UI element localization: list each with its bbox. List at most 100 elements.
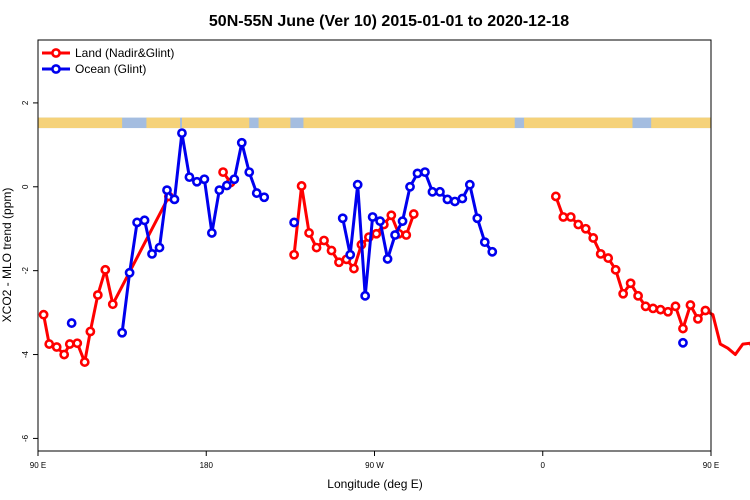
data-point — [236, 137, 247, 148]
data-point — [401, 230, 412, 240]
y-tick-label: -4 — [21, 350, 30, 358]
data-point — [375, 216, 386, 227]
data-point — [192, 176, 202, 187]
y-tick-label: 0 — [21, 184, 30, 189]
data-point — [670, 301, 681, 312]
data-point — [154, 242, 165, 253]
x-tick-label: 180 — [200, 461, 214, 470]
land-band — [651, 117, 711, 129]
plot-frame — [37, 39, 712, 452]
data-point — [371, 228, 382, 239]
data-point — [117, 327, 128, 338]
data-point — [147, 248, 157, 259]
data-point — [367, 212, 378, 222]
x-tick-label: 90 E — [703, 461, 719, 470]
data-point — [177, 128, 187, 139]
data-point — [79, 357, 90, 367]
data-point — [100, 264, 111, 275]
data-point — [565, 212, 576, 222]
data-point — [319, 235, 329, 246]
x-tick-label: 0 — [541, 461, 546, 470]
data-point — [397, 216, 408, 227]
land-band — [181, 117, 250, 129]
data-point — [107, 299, 118, 310]
land-band — [258, 117, 291, 129]
land-band — [146, 117, 181, 129]
data-point — [487, 246, 498, 257]
data-point — [221, 180, 232, 191]
x-axis: 90 E 180 90 W 0 90 E — [30, 451, 719, 470]
data-point — [326, 245, 337, 256]
data-point — [678, 337, 688, 348]
data-point — [251, 188, 262, 198]
data-point — [66, 318, 77, 328]
data-point — [259, 192, 270, 203]
data-point — [345, 249, 356, 260]
data-point — [558, 212, 569, 222]
legend-label: Ocean (Glint) — [75, 62, 146, 76]
y-tick-label: 2 — [21, 100, 30, 105]
data-point — [640, 301, 651, 312]
data-point — [169, 194, 180, 205]
data-point — [442, 194, 453, 205]
data-point — [685, 300, 696, 310]
data-point — [38, 309, 49, 320]
y-tick-label: -2 — [21, 267, 30, 275]
data-point — [360, 290, 371, 301]
data-point — [304, 228, 314, 238]
data-point — [184, 172, 195, 183]
data-point — [311, 242, 322, 253]
series-layer — [38, 128, 750, 367]
data-point — [479, 237, 490, 248]
data-point — [700, 305, 711, 316]
data-point — [386, 210, 397, 221]
data-point — [405, 181, 415, 192]
data-point — [92, 290, 103, 300]
land-band — [524, 117, 633, 129]
data-point — [618, 288, 629, 299]
legend-label: Land (Nadir&Glint) — [75, 46, 174, 60]
data-point — [580, 223, 591, 234]
data-point — [588, 233, 599, 243]
series-ocean — [66, 128, 688, 348]
data-point — [59, 349, 70, 360]
data-point — [349, 263, 359, 274]
data-point — [51, 342, 62, 352]
data-point — [420, 167, 430, 178]
data-point — [124, 267, 135, 278]
data-point — [162, 185, 172, 196]
legend-marker — [51, 64, 61, 74]
data-point — [382, 254, 393, 264]
legend-marker — [51, 48, 61, 58]
data-point — [595, 248, 606, 259]
data-point — [573, 219, 584, 230]
land-ocean-strip — [38, 117, 711, 129]
land-band — [303, 117, 515, 129]
data-point — [214, 185, 225, 196]
data-point — [457, 193, 468, 204]
data-point — [449, 196, 460, 207]
data-point — [72, 338, 83, 349]
data-point — [44, 339, 55, 349]
data-point — [390, 230, 400, 240]
data-point — [603, 253, 614, 263]
data-point — [427, 186, 438, 197]
data-point — [64, 339, 75, 349]
data-point — [337, 213, 348, 224]
data-point — [334, 257, 344, 268]
data-point — [610, 264, 621, 275]
series-land — [38, 167, 750, 367]
x-tick-label: 90 W — [365, 461, 384, 470]
legend: Land (Nadir&Glint) Ocean (Glint) — [42, 46, 174, 76]
land-band — [38, 117, 123, 129]
data-point — [132, 217, 142, 228]
x-tick-label: 90 E — [30, 461, 46, 470]
data-point — [625, 278, 636, 289]
data-point — [464, 179, 475, 190]
y-axis: 2 0 -2 -4 -6 — [21, 100, 38, 442]
y-axis-label: XCO2 - MLO trend (ppm) — [0, 188, 14, 323]
data-point — [85, 326, 96, 337]
data-point — [199, 174, 210, 185]
series-line — [42, 171, 750, 364]
